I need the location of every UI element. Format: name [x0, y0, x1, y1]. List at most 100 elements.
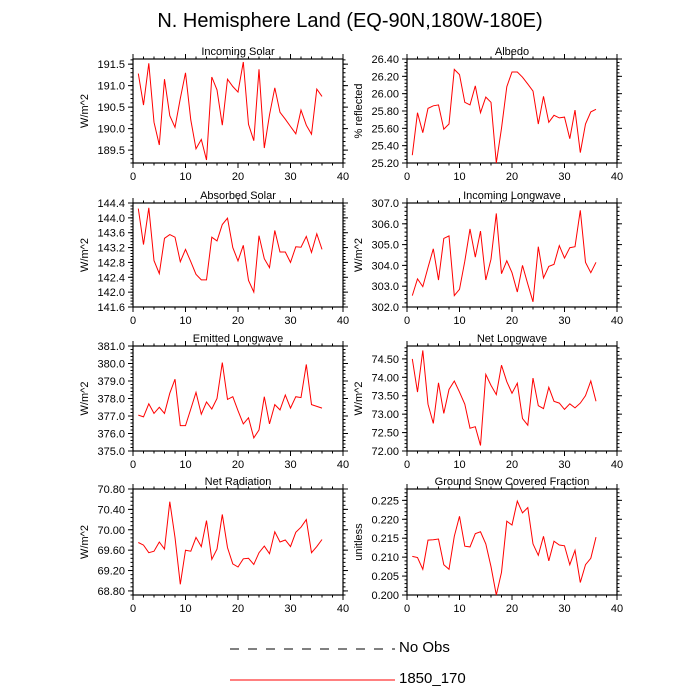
y-tick-label: 0.215 — [371, 533, 399, 545]
figure-title: N. Hemisphere Land (EQ-90N,180W-180E) — [157, 10, 543, 32]
x-tick-label: 20 — [232, 459, 244, 471]
x-tick-label: 30 — [558, 315, 570, 327]
x-tick-label: 30 — [284, 603, 296, 615]
x-tick-label: 0 — [404, 603, 410, 615]
y-tick-label: 25.20 — [371, 158, 399, 170]
x-tick-label: 0 — [130, 171, 136, 183]
x-tick-label: 20 — [232, 603, 244, 615]
y-tick-label: 70.80 — [97, 484, 125, 496]
y-tick-label: 73.50 — [371, 391, 399, 403]
y-tick-label: 73.00 — [371, 409, 399, 421]
y-tick-label: 74.00 — [371, 372, 399, 384]
series-line-1850-170 — [138, 501, 323, 585]
x-tick-label: 0 — [130, 315, 136, 327]
y-tick-label: 0.200 — [371, 590, 399, 602]
y-tick-label: 0.220 — [371, 514, 399, 526]
x-tick-label: 20 — [232, 171, 244, 183]
x-tick-label: 30 — [558, 459, 570, 471]
x-tick-label: 10 — [179, 603, 191, 615]
y-tick-label: 191.0 — [97, 81, 125, 93]
y-tick-label: 144.4 — [97, 198, 125, 210]
y-tick-label: 0.210 — [371, 552, 399, 564]
x-tick-label: 10 — [453, 171, 465, 183]
y-tick-label: 189.5 — [97, 145, 125, 157]
y-axis-label: W/m^2 — [353, 238, 365, 272]
plot-frame — [132, 488, 344, 596]
x-tick-label: 20 — [506, 315, 518, 327]
y-tick-label: 70.00 — [97, 525, 125, 537]
x-tick-label: 30 — [558, 171, 570, 183]
x-tick-label: 40 — [337, 603, 349, 615]
panel-title: Incoming Longwave — [463, 190, 561, 202]
x-tick-label: 40 — [611, 315, 623, 327]
x-tick-label: 20 — [506, 459, 518, 471]
panel-net-radiation: 0 10 20 30 40 68.80 69.20 69.60 70.00 70.40 70.80 N… — [79, 476, 349, 615]
y-tick-label: 144.0 — [97, 213, 125, 225]
x-tick-label: 30 — [284, 315, 296, 327]
plot-frame — [132, 202, 344, 308]
y-tick-label: 25.40 — [371, 141, 399, 153]
y-tick-label: 69.20 — [97, 566, 125, 578]
plot-frame — [132, 345, 344, 452]
y-tick-label: 69.60 — [97, 545, 125, 557]
y-tick-label: 380.0 — [97, 359, 125, 371]
y-tick-label: 72.50 — [371, 428, 399, 440]
x-tick-label: 20 — [506, 603, 518, 615]
plot-frame — [132, 58, 344, 164]
y-axis-label: W/m^2 — [79, 382, 91, 416]
panel-title: Net Radiation — [205, 476, 272, 488]
x-tick-label: 40 — [337, 171, 349, 183]
x-tick-label: 40 — [611, 459, 623, 471]
y-tick-label: 26.20 — [371, 71, 399, 83]
legend-label-1850-170: 1850_170 — [399, 670, 466, 687]
y-axis-label: W/m^2 — [79, 94, 91, 128]
series-line-1850-170 — [138, 362, 323, 440]
panel-title: Albedo — [495, 46, 529, 58]
panel-absorbed-solar: 0 10 20 30 40 141.6 142.0 142.4 142.8 143.2 143.6 1… — [79, 190, 349, 327]
y-tick-label: 142.8 — [97, 257, 125, 269]
legend — [230, 648, 395, 681]
series-line-1850-170 — [137, 61, 323, 161]
y-tick-label: 305.0 — [371, 240, 399, 252]
y-tick-label: 303.0 — [371, 281, 399, 293]
x-tick-label: 0 — [130, 459, 136, 471]
panel-ground-snow-covered-fraction: 0 10 20 30 40 0.200 0.205 0.210 0.215 0.220 0.225 G… — [353, 476, 623, 615]
panel-incoming-longwave: 0 10 20 30 40 302.0 303.0 304.0 305.0 306.0 307.0 I… — [353, 190, 623, 327]
y-tick-label: 302.0 — [371, 302, 399, 314]
y-tick-label: 26.00 — [371, 89, 399, 101]
panel-net-longwave: 0 10 20 30 40 72.00 72.50 73.00 73.50 74.00 74.50 N… — [353, 333, 623, 471]
panel-incoming-solar: 0 10 20 30 40 189.5 190.0 190.5 191.0 191.5 Incomi… — [79, 46, 349, 183]
x-tick-label: 10 — [179, 315, 191, 327]
y-tick-label: 143.6 — [97, 228, 125, 240]
y-tick-label: 68.80 — [97, 586, 125, 598]
series-line-1850-170 — [137, 207, 323, 295]
x-tick-label: 10 — [453, 315, 465, 327]
plot-frame — [406, 345, 618, 452]
x-tick-label: 0 — [130, 603, 136, 615]
x-tick-label: 30 — [558, 603, 570, 615]
x-tick-label: 30 — [284, 171, 296, 183]
panel-title: Incoming Solar — [201, 46, 275, 58]
y-axis-label: W/m^2 — [79, 525, 91, 559]
x-tick-label: 10 — [179, 459, 191, 471]
x-tick-label: 30 — [284, 459, 296, 471]
x-tick-label: 40 — [337, 315, 349, 327]
plot-frame — [406, 58, 618, 164]
y-tick-label: 306.0 — [371, 219, 399, 231]
x-tick-label: 10 — [453, 459, 465, 471]
y-tick-label: 143.2 — [97, 243, 125, 255]
series-line-1850-170 — [411, 350, 597, 446]
y-tick-label: 381.0 — [97, 341, 125, 353]
x-tick-label: 10 — [179, 171, 191, 183]
y-tick-label: 190.0 — [97, 124, 125, 136]
y-tick-label: 141.6 — [97, 302, 125, 314]
panel-albedo: 0 10 20 30 40 25.20 25.40 25.60 25.80 26.00 26.20 2… — [353, 46, 623, 183]
y-tick-label: 25.80 — [371, 106, 399, 118]
series-line-1850-170 — [411, 210, 597, 302]
plot-frame — [406, 202, 618, 308]
series-line-1850-170 — [411, 68, 597, 164]
y-tick-label: 0.225 — [371, 495, 399, 507]
y-tick-label: 74.50 — [371, 354, 399, 366]
plot-frame — [406, 488, 618, 596]
y-tick-label: 379.0 — [97, 376, 125, 388]
